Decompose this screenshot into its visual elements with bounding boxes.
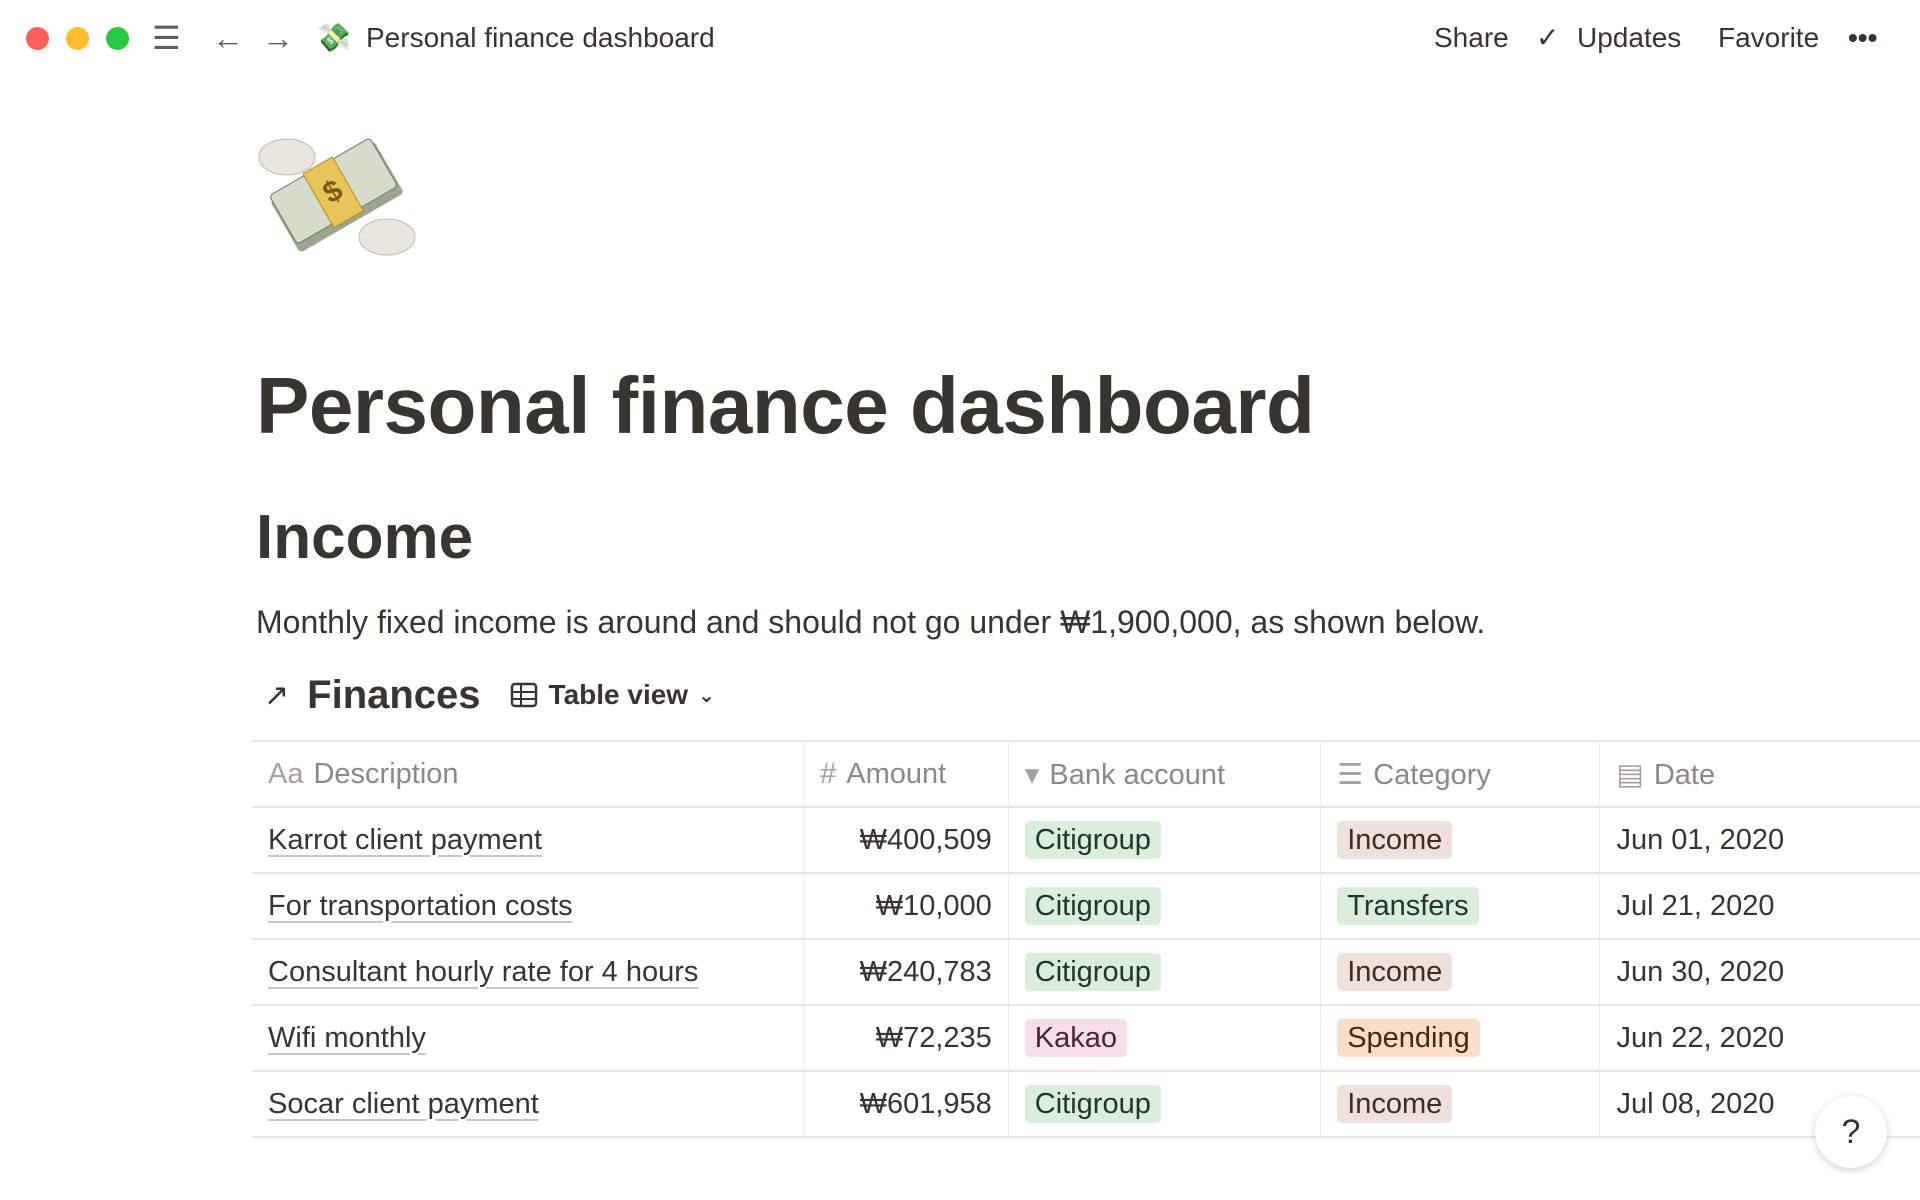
date-cell[interactable]: Jun 01, 2020: [1599, 806, 1920, 874]
table-row[interactable]: Socar client payment ₩601,958 Citigroup …: [252, 1070, 1920, 1138]
bank-tag: Citigroup: [1024, 887, 1161, 925]
database-header: ↗ Finances Table view ⌄: [264, 672, 715, 718]
date-cell[interactable]: Jul 21, 2020: [1599, 872, 1920, 940]
description-cell[interactable]: Consultant hourly rate for 4 hours: [252, 938, 805, 1006]
column-label: Amount: [846, 757, 947, 790]
column-label: Category: [1373, 758, 1491, 791]
amount-cell[interactable]: ₩10,000: [803, 872, 1009, 940]
category-cell[interactable]: Income: [1320, 806, 1601, 874]
description-cell[interactable]: Wifi monthly: [252, 1004, 805, 1072]
bank-tag: Citigroup: [1024, 953, 1161, 991]
updates-button[interactable]: Updates: [1577, 22, 1682, 53]
more-options-button[interactable]: •••: [1848, 22, 1878, 53]
bank-account-cell[interactable]: Citigroup: [1008, 938, 1322, 1006]
category-cell[interactable]: Transfers: [1320, 872, 1601, 940]
finances-table: Aa Description # Amount ▾ Bank account ☰ Catego…: [252, 740, 1920, 1138]
description-cell[interactable]: For transportation costs: [252, 872, 805, 940]
table-row[interactable]: For transportation costs ₩10,000 Citigro…: [252, 872, 1920, 940]
category-tag: Transfers: [1337, 887, 1479, 925]
row-description[interactable]: For transportation costs: [268, 889, 573, 922]
table-row[interactable]: Karrot client payment ₩400,509 Citigroup…: [252, 806, 1920, 874]
text-icon: Aa: [268, 757, 304, 790]
chevron-down-icon: ⌄: [698, 684, 715, 707]
category-tag: Income: [1337, 1085, 1453, 1123]
calendar-icon: ▤: [1616, 758, 1644, 791]
row-description[interactable]: Socar client payment: [268, 1087, 539, 1120]
favorite-button[interactable]: Favorite: [1718, 22, 1820, 53]
money-with-wings-icon[interactable]: $: [257, 122, 417, 272]
checkmark-icon: ✓: [1536, 22, 1560, 53]
row-description[interactable]: Wifi monthly: [268, 1021, 426, 1054]
income-description: Monthly fixed income is around and shoul…: [256, 604, 1486, 640]
row-description[interactable]: Consultant hourly rate for 4 hours: [268, 955, 699, 988]
column-header-date[interactable]: ▤ Date: [1599, 740, 1920, 808]
help-button[interactable]: ?: [1815, 1096, 1887, 1168]
money-with-wings-icon: 💸: [316, 22, 351, 53]
share-button[interactable]: Share: [1434, 22, 1509, 53]
close-window-button[interactable]: [26, 27, 49, 50]
column-header-description[interactable]: Aa Description: [252, 740, 805, 808]
bank-account-cell[interactable]: Kakao: [1008, 1004, 1322, 1072]
amount-cell[interactable]: ₩72,235: [803, 1004, 1009, 1072]
bank-tag: Kakao: [1024, 1019, 1128, 1057]
column-label: Date: [1653, 758, 1716, 791]
column-header-amount[interactable]: # Amount: [803, 740, 1009, 808]
multi-select-icon: ☰: [1337, 758, 1364, 791]
number-icon: #: [820, 757, 837, 790]
linked-database-arrow-icon: ↗: [264, 678, 290, 712]
description-cell[interactable]: Karrot client payment: [252, 806, 805, 874]
bank-tag: Citigroup: [1024, 821, 1161, 859]
maximize-window-button[interactable]: [106, 27, 129, 50]
column-header-bank-account[interactable]: ▾ Bank account: [1008, 740, 1322, 808]
top-bar: ☰ ← → 💸 Personal finance dashboard Share…: [0, 0, 1920, 76]
bank-tag: Citigroup: [1024, 1085, 1161, 1123]
row-description[interactable]: Karrot client payment: [268, 823, 543, 856]
amount-cell[interactable]: ₩240,783: [803, 938, 1009, 1006]
amount-cell[interactable]: ₩601,958: [803, 1070, 1009, 1138]
minimize-window-button[interactable]: [66, 27, 89, 50]
database-title[interactable]: Finances: [307, 672, 481, 717]
column-header-category[interactable]: ☰ Category: [1320, 740, 1601, 808]
forward-arrow-icon[interactable]: →: [262, 20, 294, 56]
view-selector[interactable]: Table view ⌄: [509, 679, 715, 711]
description-cell[interactable]: Socar client payment: [252, 1070, 805, 1138]
page-title: Personal finance dashboard: [256, 361, 1315, 450]
bank-account-cell[interactable]: Citigroup: [1008, 1070, 1322, 1138]
table-icon: [510, 682, 537, 708]
date-cell[interactable]: Jun 30, 2020: [1599, 938, 1920, 1006]
table-row[interactable]: Wifi monthly ₩72,235 Kakao Spending Jun …: [252, 1004, 1920, 1072]
section-heading-income: Income: [256, 503, 474, 572]
category-cell[interactable]: Spending: [1320, 1004, 1601, 1072]
view-label: Table view: [548, 679, 689, 710]
bank-account-cell[interactable]: Citigroup: [1008, 872, 1322, 940]
table-row[interactable]: Consultant hourly rate for 4 hours ₩240,…: [252, 938, 1920, 1006]
breadcrumb[interactable]: Personal finance dashboard: [366, 22, 715, 53]
back-arrow-icon[interactable]: ←: [212, 20, 244, 56]
amount-cell[interactable]: ₩400,509: [803, 806, 1009, 874]
category-tag: Income: [1337, 821, 1453, 859]
category-cell[interactable]: Income: [1320, 938, 1601, 1006]
sidebar-menu-icon[interactable]: ☰: [152, 20, 181, 56]
select-icon: ▾: [1024, 758, 1040, 791]
column-label: Description: [313, 757, 459, 790]
category-tag: Spending: [1337, 1019, 1480, 1057]
category-cell[interactable]: Income: [1320, 1070, 1601, 1138]
bank-account-cell[interactable]: Citigroup: [1008, 806, 1322, 874]
date-cell[interactable]: Jun 22, 2020: [1599, 1004, 1920, 1072]
category-tag: Income: [1337, 953, 1453, 991]
column-label: Bank account: [1049, 758, 1226, 791]
